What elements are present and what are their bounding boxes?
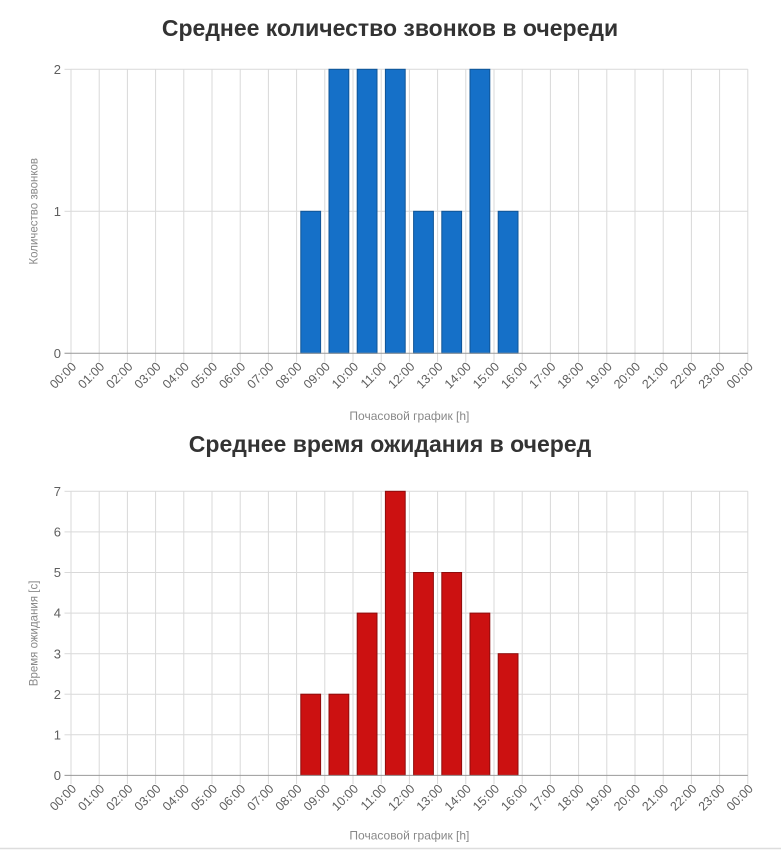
svg-text:7: 7 <box>54 484 61 499</box>
svg-text:Время ожидания [с]: Время ожидания [с] <box>29 581 41 687</box>
svg-text:0: 0 <box>54 346 61 361</box>
svg-text:6: 6 <box>54 525 61 540</box>
svg-text:5: 5 <box>54 565 61 580</box>
svg-text:Количество звонков: Количество звонков <box>29 158 41 265</box>
svg-text:2: 2 <box>54 62 61 77</box>
svg-text:1: 1 <box>54 204 61 219</box>
svg-text:1: 1 <box>54 727 61 742</box>
svg-text:Почасовой график [h]: Почасовой график [h] <box>349 828 469 842</box>
svg-text:0: 0 <box>54 768 61 783</box>
svg-text:3: 3 <box>54 646 61 661</box>
svg-text:Среднее количество звонков в о: Среднее количество звонков в очереди <box>162 15 618 41</box>
svg-text:2: 2 <box>54 687 61 702</box>
svg-text:Среднее время ожидания в очере: Среднее время ожидания в очеред <box>189 431 592 457</box>
svg-text:Почасовой график [h]: Почасовой график [h] <box>349 409 469 423</box>
svg-text:4: 4 <box>54 606 61 621</box>
